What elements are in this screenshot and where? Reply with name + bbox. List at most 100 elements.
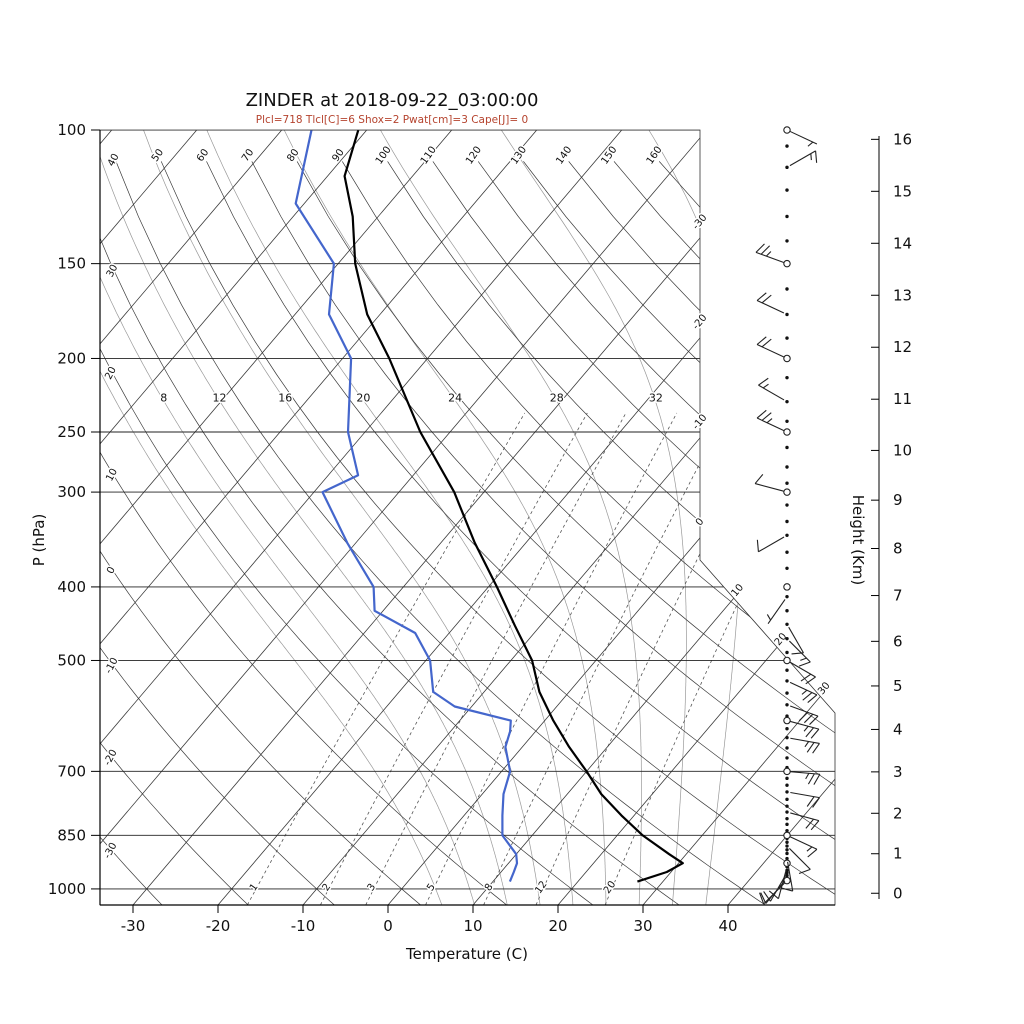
svg-text:400: 400 xyxy=(57,578,86,596)
station-circle xyxy=(783,831,791,840)
svg-text:500: 500 xyxy=(57,652,86,670)
clipped-plot-area xyxy=(100,130,835,905)
level-dot xyxy=(785,746,789,750)
svg-text:3: 3 xyxy=(366,882,379,894)
svg-text:20: 20 xyxy=(103,365,119,381)
level-dot xyxy=(785,519,789,524)
station-circle xyxy=(783,354,791,363)
svg-text:50: 50 xyxy=(150,147,166,164)
svg-text:-10: -10 xyxy=(291,917,316,935)
level-dot xyxy=(785,533,789,537)
svg-text:150: 150 xyxy=(57,255,86,273)
level-dot xyxy=(785,650,789,655)
svg-text:4: 4 xyxy=(893,720,903,738)
station-circle xyxy=(783,716,791,725)
level-dot xyxy=(785,691,789,695)
level-dot xyxy=(785,239,789,243)
level-dot xyxy=(785,399,789,404)
station-circle xyxy=(783,859,791,867)
svg-text:-20: -20 xyxy=(206,917,231,935)
grid-line-labels: 50 60 70 80 90 100 110 120 130 140 150 160403020100… xyxy=(101,143,835,897)
svg-text:130: 130 xyxy=(509,145,529,167)
svg-text:0: 0 xyxy=(383,917,393,935)
svg-text:10: 10 xyxy=(893,441,912,459)
svg-text:150: 150 xyxy=(599,145,619,167)
svg-text:90: 90 xyxy=(330,147,346,164)
svg-text:-10: -10 xyxy=(691,412,710,432)
level-dot xyxy=(785,797,789,802)
level-dot xyxy=(785,144,789,148)
svg-text:200: 200 xyxy=(57,350,86,368)
svg-text:32: 32 xyxy=(649,391,663,404)
level-dot xyxy=(785,851,789,856)
svg-text:160: 160 xyxy=(645,145,665,167)
svg-text:120: 120 xyxy=(464,145,484,167)
chart-layers: 50 60 70 80 90 100 110 120 130 140 150 160403020100… xyxy=(48,121,912,935)
svg-text:700: 700 xyxy=(57,762,86,780)
svg-text:12: 12 xyxy=(893,338,912,356)
svg-text:40: 40 xyxy=(718,917,737,935)
level-dot xyxy=(785,188,789,192)
sounding-traces xyxy=(294,130,684,883)
level-dot xyxy=(785,481,789,485)
level-dot xyxy=(785,726,789,731)
svg-text:14: 14 xyxy=(893,234,912,252)
level-dot xyxy=(785,594,789,599)
svg-text:10: 10 xyxy=(463,917,482,935)
temperature-axis-title: Temperature (C) xyxy=(405,945,528,963)
level-dot xyxy=(785,445,789,450)
svg-text:-20: -20 xyxy=(691,312,710,332)
svg-text:60: 60 xyxy=(195,147,211,164)
chart-title: ZINDER at 2018-09-22_03:00:00 xyxy=(245,90,539,111)
svg-text:2: 2 xyxy=(893,804,903,822)
svg-text:5: 5 xyxy=(425,882,438,894)
station-circle xyxy=(783,767,791,776)
temperature-axis: -30 -20 -10 0 10 20 30 40 xyxy=(121,905,738,935)
level-dot xyxy=(785,703,789,707)
level-dot xyxy=(785,828,789,833)
level-dot xyxy=(785,844,789,848)
svg-text:10: 10 xyxy=(104,467,120,483)
level-dot xyxy=(785,312,789,317)
station-circle xyxy=(783,488,791,496)
svg-text:850: 850 xyxy=(57,826,86,844)
svg-text:300: 300 xyxy=(57,483,86,501)
svg-text:8: 8 xyxy=(160,391,167,404)
svg-text:-20: -20 xyxy=(102,748,119,768)
svg-text:20: 20 xyxy=(356,391,370,404)
svg-text:70: 70 xyxy=(240,147,256,164)
svg-text:16: 16 xyxy=(893,130,912,148)
svg-text:-30: -30 xyxy=(691,212,710,232)
svg-text:110: 110 xyxy=(419,145,439,167)
svg-text:250: 250 xyxy=(57,423,86,441)
wind-barbs xyxy=(754,126,821,905)
level-dot xyxy=(785,804,789,808)
level-dot xyxy=(785,566,789,570)
level-dot xyxy=(785,375,789,380)
level-dot xyxy=(785,810,789,814)
svg-text:30: 30 xyxy=(105,263,121,279)
level-dot xyxy=(785,873,789,878)
level-dot xyxy=(785,419,789,423)
level-dot xyxy=(785,465,789,469)
level-dot xyxy=(785,165,789,170)
svg-text:100: 100 xyxy=(57,121,86,139)
level-dot xyxy=(785,336,789,340)
dry-adiabats xyxy=(100,161,835,905)
svg-text:12: 12 xyxy=(533,879,549,896)
chart-subtitle: Plcl=718 Tlcl[C]=6 Shox=2 Pwat[cm]=3 Cap… xyxy=(255,114,529,126)
level-dot xyxy=(785,816,789,821)
svg-text:24: 24 xyxy=(448,391,462,404)
pressure-axis-title: P (hPa) xyxy=(30,514,48,567)
dewpoint-trace xyxy=(294,130,519,883)
level-dot xyxy=(785,622,789,626)
svg-text:20: 20 xyxy=(548,917,567,935)
svg-text:16: 16 xyxy=(278,391,292,404)
level-dot xyxy=(785,840,789,844)
svg-text:40: 40 xyxy=(106,152,122,168)
level-dot xyxy=(785,636,789,641)
level-dot xyxy=(785,848,789,852)
